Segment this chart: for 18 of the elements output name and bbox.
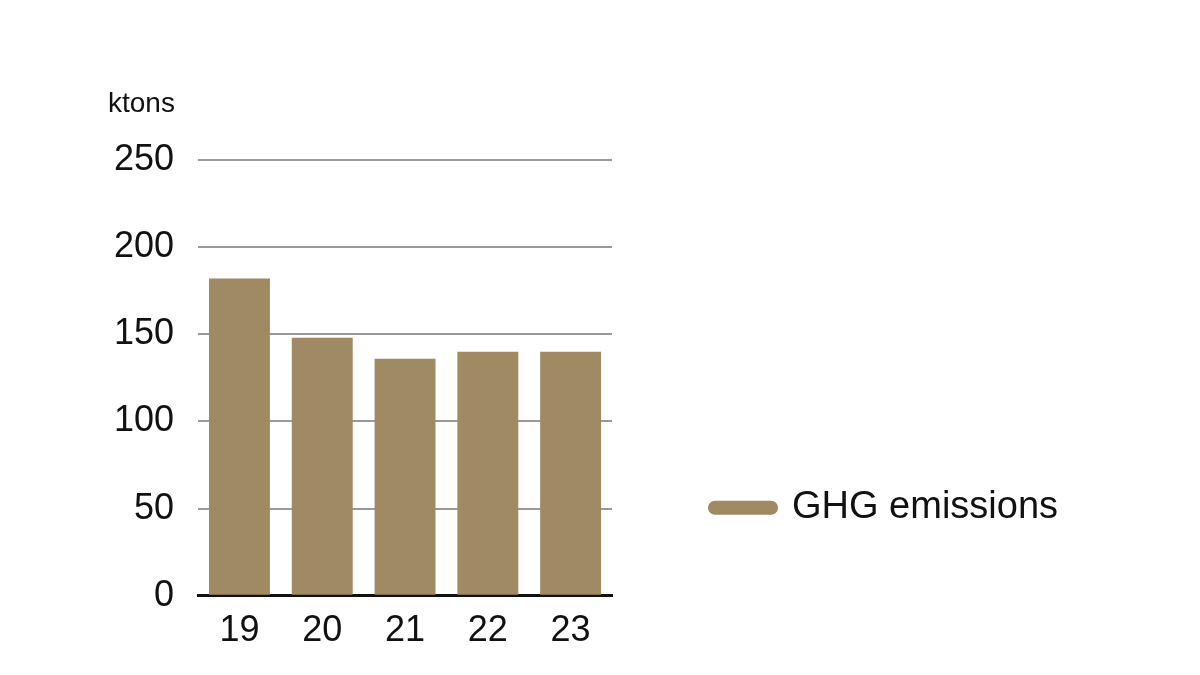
legend-label: GHG emissions — [792, 484, 1059, 527]
y-axis-title: ktons — [108, 86, 175, 118]
y-tick-label: 0 — [154, 572, 175, 614]
y-tick-label: 250 — [113, 136, 175, 178]
bar — [540, 351, 602, 595]
bar — [208, 278, 270, 595]
y-tick-label: 100 — [113, 398, 175, 440]
bar — [457, 351, 519, 595]
x-tick-label: 20 — [302, 608, 343, 650]
bar — [374, 358, 436, 595]
y-tick-label: 150 — [113, 311, 175, 353]
x-tick-label: 19 — [219, 608, 260, 650]
x-tick-label: 23 — [550, 608, 591, 650]
bar — [291, 337, 353, 595]
x-tick-label: 22 — [467, 608, 508, 650]
x-tick-label: 21 — [385, 608, 426, 650]
y-tick-label: 50 — [134, 485, 175, 527]
y-tick-label: 200 — [113, 224, 175, 266]
